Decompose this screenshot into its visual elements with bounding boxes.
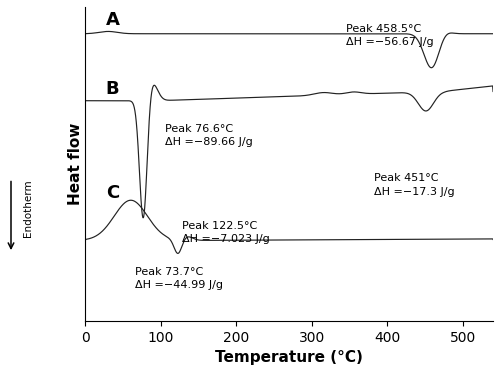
Text: Peak 451°C
ΔH =−17.3 J/g: Peak 451°C ΔH =−17.3 J/g: [374, 173, 454, 197]
X-axis label: Temperature (°C): Temperature (°C): [216, 350, 363, 365]
Text: C: C: [106, 183, 119, 202]
Text: Peak 76.6°C
ΔH =−89.66 J/g: Peak 76.6°C ΔH =−89.66 J/g: [164, 124, 252, 147]
Text: Peak 122.5°C
ΔH =−7.023 J/g: Peak 122.5°C ΔH =−7.023 J/g: [182, 221, 270, 244]
Text: Endotherm: Endotherm: [22, 180, 32, 237]
Text: Peak 458.5°C
ΔH =−56.67 J/g: Peak 458.5°C ΔH =−56.67 J/g: [346, 24, 434, 47]
Text: A: A: [106, 11, 120, 29]
Text: B: B: [106, 80, 120, 98]
Y-axis label: Heat flow: Heat flow: [68, 123, 82, 205]
Text: Peak 73.7°C
ΔH =−44.99 J/g: Peak 73.7°C ΔH =−44.99 J/g: [134, 267, 222, 291]
